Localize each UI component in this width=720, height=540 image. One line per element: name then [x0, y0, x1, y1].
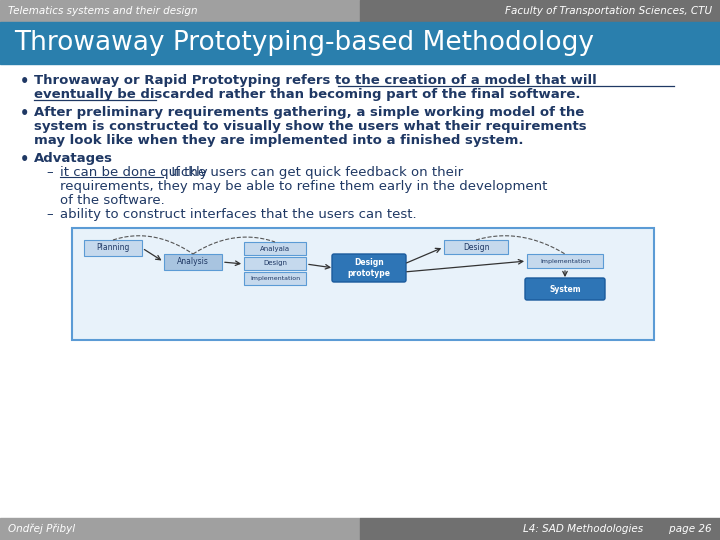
Text: –: –: [46, 208, 53, 221]
Text: Faculty of Transportation Sciences, CTU: Faculty of Transportation Sciences, CTU: [505, 6, 712, 16]
Text: Throwaway Prototyping-based Methodology: Throwaway Prototyping-based Methodology: [14, 30, 594, 56]
FancyBboxPatch shape: [332, 254, 406, 282]
Text: of the software.: of the software.: [60, 194, 165, 207]
Bar: [0, 518, 360, 540]
Bar: [244, 242, 306, 255]
Bar: [164, 254, 222, 270]
Text: Implementation: Implementation: [540, 259, 590, 264]
Text: Planning: Planning: [96, 244, 130, 253]
Bar: [244, 257, 306, 270]
Bar: [0, 0, 360, 22]
Text: may look like when they are implemented into a finished system.: may look like when they are implemented …: [34, 134, 523, 147]
Text: Analysis: Analysis: [177, 258, 209, 267]
Text: Design: Design: [263, 260, 287, 267]
Text: Design: Design: [463, 242, 490, 252]
Text: Telematics systems and their design: Telematics systems and their design: [8, 6, 197, 16]
Bar: [84, 240, 142, 256]
Text: Analyala: Analyala: [260, 246, 290, 252]
Text: •: •: [20, 152, 30, 167]
Bar: [527, 254, 603, 268]
Text: System: System: [549, 285, 581, 294]
Bar: [0, 64, 720, 518]
Text: Design
prototype: Design prototype: [348, 258, 390, 278]
Text: ability to construct interfaces that the users can test.: ability to construct interfaces that the…: [60, 208, 417, 221]
Text: After preliminary requirements gathering, a simple working model of the: After preliminary requirements gathering…: [34, 106, 584, 119]
Text: . If the users can get quick feedback on their: . If the users can get quick feedback on…: [163, 166, 463, 179]
Text: eventually be discarded rather than becoming part of the final software.: eventually be discarded rather than beco…: [34, 88, 580, 101]
FancyBboxPatch shape: [525, 278, 605, 300]
Text: it can be done quickly: it can be done quickly: [60, 166, 207, 179]
Bar: [0, 22, 720, 64]
Text: –: –: [46, 166, 53, 179]
Text: •: •: [20, 106, 30, 121]
Text: system is constructed to visually show the users what their requirements: system is constructed to visually show t…: [34, 120, 587, 133]
Bar: [360, 518, 720, 540]
Bar: [360, 0, 720, 22]
Text: Implementation: Implementation: [250, 276, 300, 281]
Bar: [72, 228, 654, 340]
Text: •: •: [20, 74, 30, 89]
Text: L4: SAD Methodologies        page 26: L4: SAD Methodologies page 26: [523, 524, 712, 534]
Text: requirements, they may be able to refine them early in the development: requirements, they may be able to refine…: [60, 180, 547, 193]
Text: Advatages: Advatages: [34, 152, 113, 165]
Bar: [244, 272, 306, 285]
Text: Throwaway or Rapid Prototyping refers to the creation of a model that will: Throwaway or Rapid Prototyping refers to…: [34, 74, 597, 87]
Bar: [444, 240, 508, 254]
Text: Ondřej Přibyl: Ondřej Přibyl: [8, 524, 75, 534]
